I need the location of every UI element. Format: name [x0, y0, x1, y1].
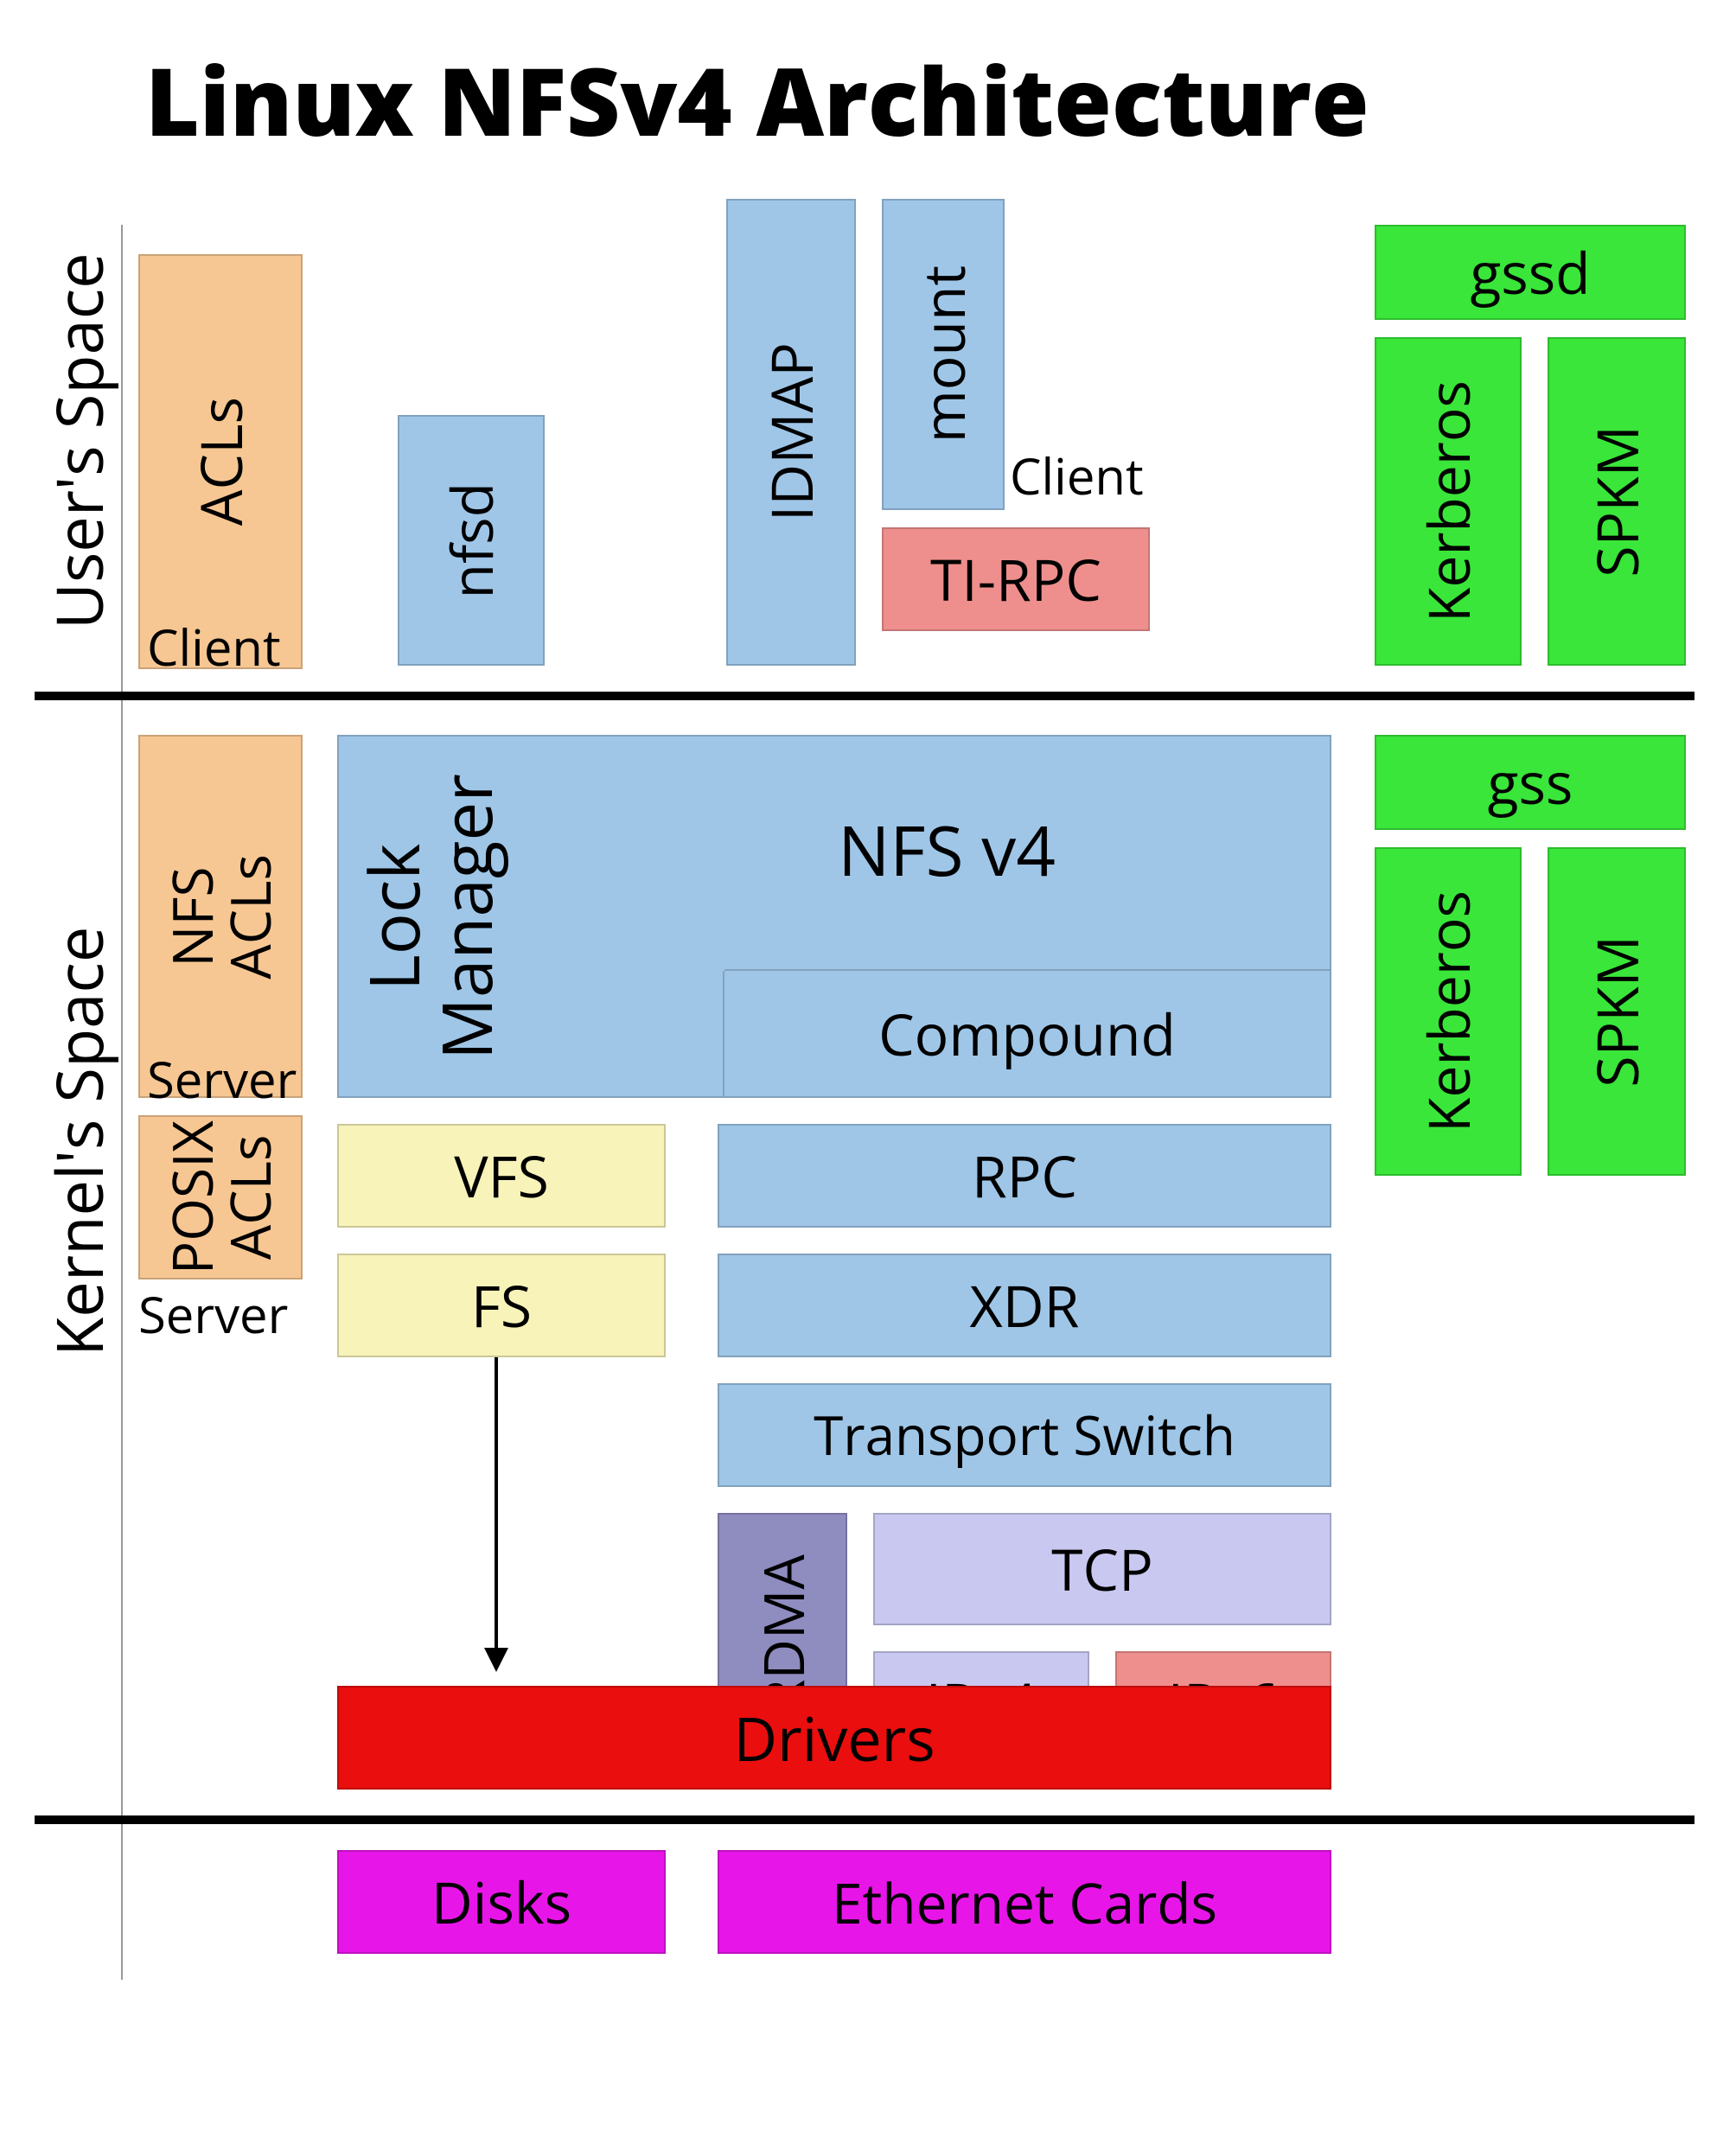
box-nfsv4-label: NFS v4	[564, 771, 1330, 927]
label-client-acls: Client	[147, 612, 281, 680]
box-nfsv4: Lock Manager NFS v4 Compound	[337, 735, 1331, 1098]
diagram-title: Linux NFSv4 Architecture	[145, 36, 1369, 163]
box-kerberos_u: Kerberos	[1375, 337, 1522, 666]
box-rpc: RPC	[718, 1124, 1331, 1228]
box-nfsacls: NFS ACLs	[138, 735, 303, 1098]
box-vfs: VFS	[337, 1124, 666, 1228]
box-kerberos_k: Kerberos	[1375, 847, 1522, 1176]
box-xdr: XDR	[718, 1254, 1331, 1357]
box-mount: mount	[882, 199, 1005, 510]
box-fs: FS	[337, 1254, 666, 1357]
arrow-fs-to-drivers-head	[484, 1648, 508, 1672]
divider-user-kernel	[35, 692, 1695, 700]
box-acls: ACLs	[138, 254, 303, 669]
box-spkm_u: SPKM	[1548, 337, 1686, 666]
label-client-mount: Client	[1010, 441, 1144, 509]
box-posixacls: POSIX ACLs	[138, 1115, 303, 1279]
label-server-posixacls: Server	[138, 1279, 288, 1348]
box-drivers: Drivers	[337, 1686, 1331, 1790]
box-tcp: TCP	[873, 1513, 1331, 1625]
box-spkm_k: SPKM	[1548, 847, 1686, 1176]
section-label-user-space: User's Space	[35, 216, 122, 666]
box-nfsd: nfsd	[398, 415, 545, 666]
box-gssd: gssd	[1375, 225, 1686, 320]
divider-kernel-hw	[35, 1815, 1695, 1824]
box-tswitch: Transport Switch	[718, 1383, 1331, 1487]
box-idmap: IDMAP	[726, 199, 856, 666]
box-gss: gss	[1375, 735, 1686, 830]
vertical-guide-line	[121, 225, 123, 1980]
box-nfsv4-lock-manager: Lock Manager	[356, 737, 503, 1096]
box-eth: Ethernet Cards	[718, 1850, 1331, 1954]
box-nfsv4-compound: Compound	[724, 971, 1330, 1096]
box-tirpc: TI-RPC	[882, 527, 1150, 631]
label-server-nfsacls: Server	[147, 1044, 297, 1113]
section-label-kernel-space: Kernel's Space	[35, 743, 122, 1539]
box-disks: Disks	[337, 1850, 666, 1954]
